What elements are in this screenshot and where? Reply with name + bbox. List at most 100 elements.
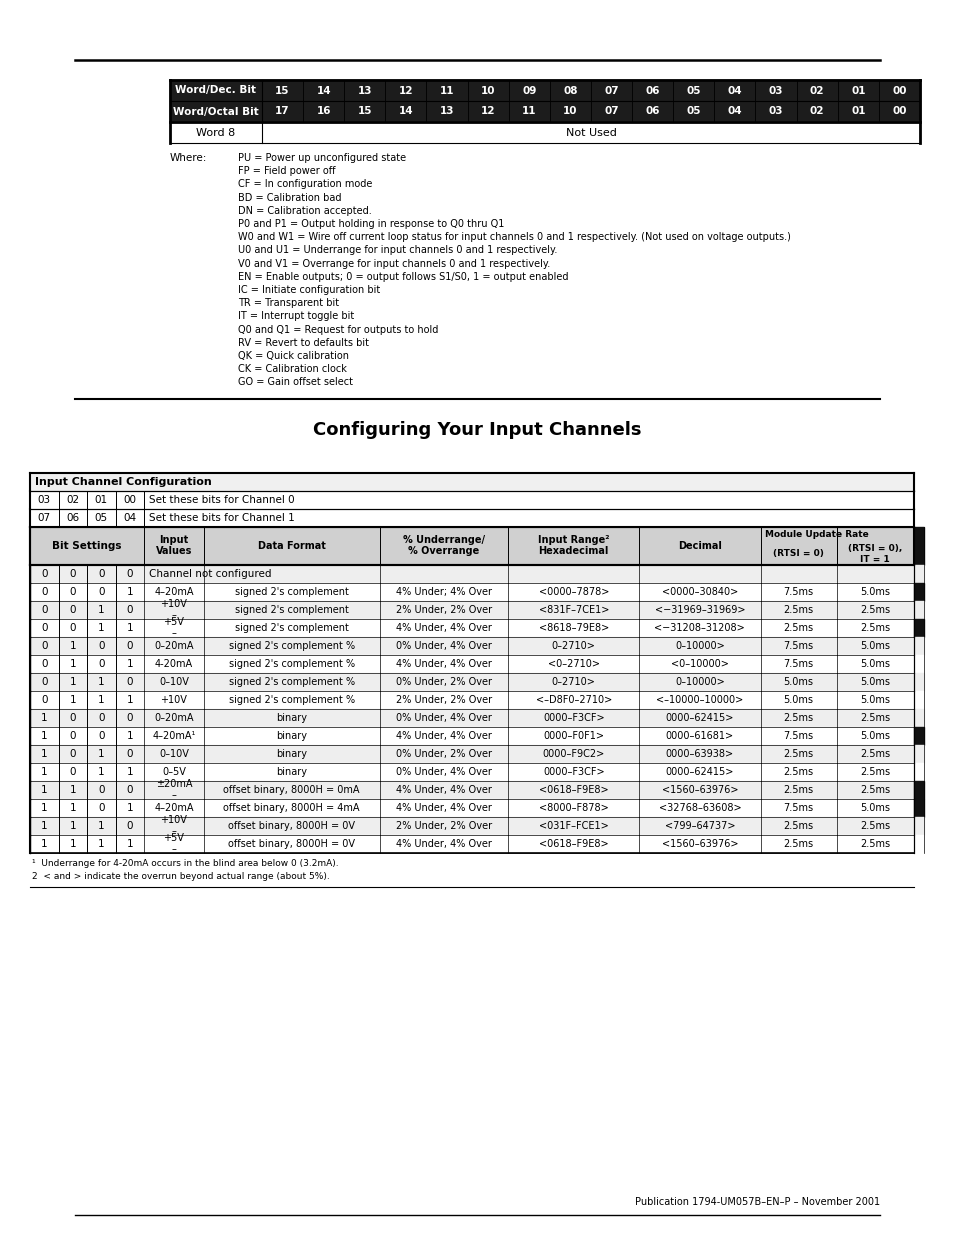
- Text: 15: 15: [357, 106, 372, 116]
- Text: ¹  Underrange for 4-20mA occurs in the blind area below 0 (3.2mA).: ¹ Underrange for 4-20mA occurs in the bl…: [32, 858, 338, 868]
- Text: 0: 0: [127, 641, 133, 651]
- Text: 0: 0: [70, 587, 76, 597]
- Text: 1: 1: [127, 767, 133, 777]
- Text: 5.0ms: 5.0ms: [860, 641, 889, 651]
- Text: 09: 09: [521, 85, 536, 95]
- Text: 7.5ms: 7.5ms: [782, 641, 813, 651]
- Text: 0% Under, 2% Over: 0% Under, 2% Over: [395, 748, 492, 758]
- Text: Channel not configured: Channel not configured: [149, 568, 272, 579]
- Text: CF = In configuration mode: CF = In configuration mode: [237, 179, 372, 189]
- Text: signed 2's complement: signed 2's complement: [234, 587, 349, 597]
- Text: 10: 10: [480, 85, 495, 95]
- Text: 0: 0: [127, 568, 133, 579]
- Text: Word/Octal Bit: Word/Octal Bit: [172, 106, 258, 116]
- Text: 2.5ms: 2.5ms: [860, 767, 889, 777]
- Text: 4% Under, 4% Over: 4% Under, 4% Over: [395, 622, 492, 632]
- Text: <−31969–31969>: <−31969–31969>: [654, 605, 744, 615]
- Text: 5.0ms: 5.0ms: [782, 677, 813, 687]
- Text: binary: binary: [276, 713, 307, 722]
- Text: RV = Revert to defaults bit: RV = Revert to defaults bit: [237, 338, 369, 348]
- Text: 03: 03: [768, 106, 782, 116]
- Text: <831F–7CE1>: <831F–7CE1>: [538, 605, 608, 615]
- Text: 4% Under, 4% Over: 4% Under, 4% Over: [395, 784, 492, 794]
- Bar: [913, 600, 923, 619]
- Text: 2.5ms: 2.5ms: [860, 605, 889, 615]
- Text: <0000–7878>: <0000–7878>: [538, 587, 608, 597]
- Text: 0: 0: [98, 658, 105, 668]
- Text: +5V
–: +5V –: [163, 834, 184, 853]
- Text: IC = Initiate configuration bit: IC = Initiate configuration bit: [237, 285, 380, 295]
- Text: 0000–F3CF>: 0000–F3CF>: [542, 767, 604, 777]
- Bar: [30, 583, 913, 600]
- Bar: [913, 799, 923, 816]
- Text: 1: 1: [70, 803, 76, 813]
- Text: 0: 0: [127, 677, 133, 687]
- Text: 5.0ms: 5.0ms: [782, 694, 813, 705]
- Text: 5.0ms: 5.0ms: [860, 803, 889, 813]
- Text: PU = Power up unconfigured state: PU = Power up unconfigured state: [237, 153, 406, 163]
- Text: 0: 0: [127, 820, 133, 831]
- Text: 1: 1: [127, 803, 133, 813]
- Text: 7.5ms: 7.5ms: [782, 803, 813, 813]
- Text: <031F–FCE1>: <031F–FCE1>: [538, 820, 608, 831]
- Text: <1560–63976>: <1560–63976>: [660, 839, 738, 848]
- Text: 1: 1: [70, 641, 76, 651]
- Text: 4% Under, 4% Over: 4% Under, 4% Over: [395, 839, 492, 848]
- Text: 2.5ms: 2.5ms: [782, 713, 813, 722]
- Text: (RTSI = 0): (RTSI = 0): [772, 550, 823, 558]
- Text: 14: 14: [316, 85, 331, 95]
- Text: 07: 07: [603, 85, 618, 95]
- Bar: [30, 473, 913, 490]
- Text: 12: 12: [398, 85, 413, 95]
- Text: 5.0ms: 5.0ms: [860, 694, 889, 705]
- Text: 2.5ms: 2.5ms: [782, 748, 813, 758]
- Text: 02: 02: [809, 85, 823, 95]
- Text: 0000–63938>: 0000–63938>: [665, 748, 733, 758]
- Text: 0: 0: [98, 713, 105, 722]
- Bar: [913, 726, 923, 745]
- Text: 0000–F0F1>: 0000–F0F1>: [542, 731, 603, 741]
- Text: Publication 1794-UM057B–EN–P – November 2001: Publication 1794-UM057B–EN–P – November …: [634, 1197, 879, 1207]
- Text: <32768–63608>: <32768–63608>: [658, 803, 740, 813]
- Text: Configuring Your Input Channels: Configuring Your Input Channels: [313, 421, 640, 438]
- Text: 16: 16: [316, 106, 331, 116]
- Text: 0: 0: [70, 605, 76, 615]
- Bar: [170, 101, 919, 122]
- Bar: [913, 636, 923, 655]
- Bar: [30, 709, 913, 726]
- Text: Data Format: Data Format: [257, 541, 325, 551]
- Text: 2.5ms: 2.5ms: [860, 713, 889, 722]
- Bar: [913, 762, 923, 781]
- Text: 2% Under, 2% Over: 2% Under, 2% Over: [395, 694, 492, 705]
- Text: offset binary, 8000H = 0mA: offset binary, 8000H = 0mA: [223, 784, 359, 794]
- Text: 01: 01: [850, 106, 864, 116]
- Text: Set these bits for Channel 1: Set these bits for Channel 1: [149, 513, 294, 522]
- Text: <0–2710>: <0–2710>: [547, 658, 599, 668]
- Text: 1: 1: [98, 839, 105, 848]
- Text: signed 2's complement %: signed 2's complement %: [229, 641, 355, 651]
- Text: <1560–63976>: <1560–63976>: [660, 784, 738, 794]
- Text: <0618–F9E8>: <0618–F9E8>: [538, 839, 608, 848]
- Text: 0: 0: [41, 568, 48, 579]
- Text: 2.5ms: 2.5ms: [860, 839, 889, 848]
- Text: 4-20mA: 4-20mA: [154, 658, 193, 668]
- Text: 13: 13: [439, 106, 454, 116]
- Text: 0–2710>: 0–2710>: [551, 677, 595, 687]
- Text: 0: 0: [41, 622, 48, 632]
- Text: signed 2's complement %: signed 2's complement %: [229, 658, 355, 668]
- Text: 2.5ms: 2.5ms: [860, 622, 889, 632]
- Text: Bit Settings: Bit Settings: [52, 541, 122, 551]
- Text: 1: 1: [127, 587, 133, 597]
- Text: 1: 1: [70, 784, 76, 794]
- Text: 0: 0: [70, 767, 76, 777]
- Text: 07: 07: [603, 106, 618, 116]
- Text: 2% Under, 2% Over: 2% Under, 2% Over: [395, 820, 492, 831]
- Text: 14: 14: [398, 106, 413, 116]
- Text: <–10000–10000>: <–10000–10000>: [656, 694, 742, 705]
- Text: 0–10000>: 0–10000>: [675, 641, 724, 651]
- Text: 0: 0: [70, 622, 76, 632]
- Text: Input
Values: Input Values: [155, 535, 192, 557]
- Text: 0: 0: [41, 641, 48, 651]
- Text: binary: binary: [276, 731, 307, 741]
- Bar: [30, 781, 913, 799]
